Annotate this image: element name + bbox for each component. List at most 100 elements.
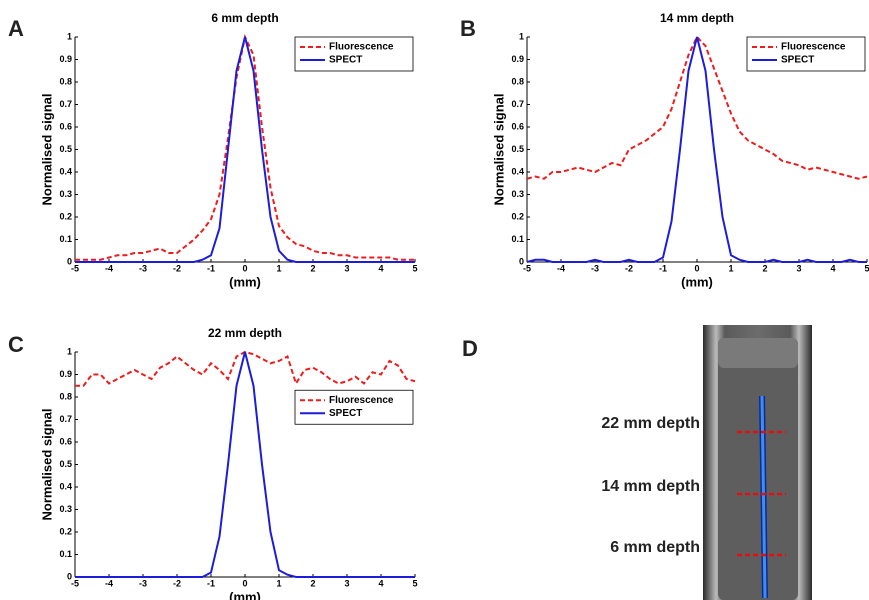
x-tick-label: -3 bbox=[139, 263, 147, 273]
depth-label: 6 mm depth bbox=[610, 539, 700, 556]
x-tick-label: -3 bbox=[591, 263, 599, 273]
y-tick-label: 1 bbox=[67, 31, 72, 41]
x-tick-label: 0 bbox=[242, 578, 247, 588]
x-tick-label: -4 bbox=[557, 263, 565, 273]
x-tick-label: 3 bbox=[796, 263, 801, 273]
y-tick-label: 0.7 bbox=[511, 99, 524, 109]
panel-label: C bbox=[8, 332, 24, 357]
depth-label: 14 mm depth bbox=[601, 478, 700, 495]
panel-label: D bbox=[462, 336, 478, 361]
y-tick-label: 0.1 bbox=[511, 234, 524, 244]
x-tick-label: -2 bbox=[625, 263, 633, 273]
legend-label: Fluorescence bbox=[781, 42, 846, 53]
x-tick-label: 5 bbox=[412, 263, 417, 273]
y-axis-label: Normalised signal bbox=[39, 94, 54, 206]
y-tick-label: 0.4 bbox=[59, 481, 72, 491]
x-tick-label: -4 bbox=[105, 263, 113, 273]
data-line bbox=[75, 36, 415, 263]
panel-d-image bbox=[703, 325, 812, 600]
y-tick-label: 0.8 bbox=[59, 76, 72, 86]
y-tick-label: 0.1 bbox=[59, 234, 72, 244]
legend-label: Fluorescence bbox=[329, 395, 394, 406]
y-tick-label: 0.7 bbox=[59, 99, 72, 109]
x-tick-label: 2 bbox=[762, 263, 767, 273]
legend-box bbox=[746, 36, 866, 72]
chart-title: 14 mm depth bbox=[660, 11, 734, 25]
x-tick-label: 1 bbox=[276, 578, 281, 588]
y-tick-label: 0.4 bbox=[59, 166, 72, 176]
x-tick-label: -5 bbox=[71, 263, 79, 273]
x-tick-label: 3 bbox=[344, 578, 349, 588]
x-tick-label: 4 bbox=[378, 578, 383, 588]
data-line bbox=[75, 351, 415, 578]
data-line bbox=[75, 350, 416, 387]
y-tick-label: 0.4 bbox=[511, 166, 524, 176]
y-tick-label: 0.2 bbox=[59, 211, 72, 221]
y-tick-label: 0.3 bbox=[59, 189, 72, 199]
x-tick-label: -2 bbox=[173, 263, 181, 273]
y-axis-label: Normalised signal bbox=[491, 94, 506, 206]
y-tick-label: 0.6 bbox=[511, 121, 524, 131]
y-tick-label: 0.6 bbox=[59, 436, 72, 446]
x-tick-label: 2 bbox=[310, 263, 315, 273]
y-tick-label: 0.8 bbox=[511, 76, 524, 86]
x-tick-label: 3 bbox=[344, 263, 349, 273]
x-tick-label: -5 bbox=[71, 578, 79, 588]
legend-label: Fluorescence bbox=[329, 42, 394, 53]
x-axis-label: (mm) bbox=[681, 274, 713, 289]
y-tick-label: 0.2 bbox=[59, 526, 72, 536]
y-tick-label: 0.7 bbox=[59, 414, 72, 424]
panel-label: A bbox=[8, 16, 24, 41]
y-tick-label: 0.3 bbox=[59, 504, 72, 514]
x-axis-label: (mm) bbox=[229, 274, 261, 289]
legend: Fluorescence SPECT bbox=[294, 36, 414, 72]
chart-title: 22 mm depth bbox=[208, 326, 282, 340]
x-tick-label: -1 bbox=[207, 578, 215, 588]
x-tick-label: 5 bbox=[412, 578, 417, 588]
y-tick-label: 0 bbox=[67, 256, 72, 266]
x-tick-label: -3 bbox=[139, 578, 147, 588]
y-tick-label: 0.1 bbox=[59, 549, 72, 559]
y-tick-label: 0.9 bbox=[59, 369, 72, 379]
x-tick-label: -1 bbox=[207, 263, 215, 273]
x-tick-label: -1 bbox=[659, 263, 667, 273]
legend-label: SPECT bbox=[329, 55, 362, 66]
y-tick-label: 0.6 bbox=[59, 121, 72, 131]
x-tick-label: 1 bbox=[728, 263, 733, 273]
legend-label: SPECT bbox=[329, 408, 362, 419]
x-tick-label: 4 bbox=[378, 263, 383, 273]
x-tick-label: 0 bbox=[694, 263, 699, 273]
depth-label: 22 mm depth bbox=[601, 415, 700, 432]
x-tick-label: 4 bbox=[830, 263, 835, 273]
x-tick-label: 2 bbox=[310, 578, 315, 588]
x-tick-label: 1 bbox=[276, 263, 281, 273]
x-tick-label: -5 bbox=[523, 263, 531, 273]
y-tick-label: 0 bbox=[67, 571, 72, 581]
legend-box bbox=[294, 36, 414, 72]
panel-label: B bbox=[460, 16, 476, 41]
chart-title: 6 mm depth bbox=[211, 11, 278, 25]
x-tick-label: 0 bbox=[242, 263, 247, 273]
y-tick-label: 0.5 bbox=[59, 459, 72, 469]
y-axis-label: Normalised signal bbox=[39, 409, 54, 521]
x-tick-label: -2 bbox=[173, 578, 181, 588]
x-tick-label: -4 bbox=[105, 578, 113, 588]
x-axis-label: (mm) bbox=[229, 589, 261, 600]
y-tick-label: 0.2 bbox=[511, 211, 524, 221]
x-tick-label: 5 bbox=[864, 263, 869, 273]
y-tick-label: 0.3 bbox=[511, 189, 524, 199]
y-tick-label: 0.9 bbox=[511, 54, 524, 64]
legend: Fluorescence SPECT bbox=[746, 36, 866, 72]
y-tick-label: 1 bbox=[519, 31, 524, 41]
y-tick-label: 0.9 bbox=[59, 54, 72, 64]
legend-label: SPECT bbox=[781, 55, 814, 66]
data-line bbox=[526, 36, 867, 263]
legend: Fluorescence SPECT bbox=[294, 389, 414, 425]
data-line bbox=[526, 35, 868, 180]
y-tick-label: 0.8 bbox=[59, 391, 72, 401]
y-tick-label: 0.5 bbox=[511, 144, 524, 154]
y-tick-label: 0.5 bbox=[59, 144, 72, 154]
y-tick-label: 0 bbox=[519, 256, 524, 266]
y-tick-label: 1 bbox=[67, 346, 72, 356]
